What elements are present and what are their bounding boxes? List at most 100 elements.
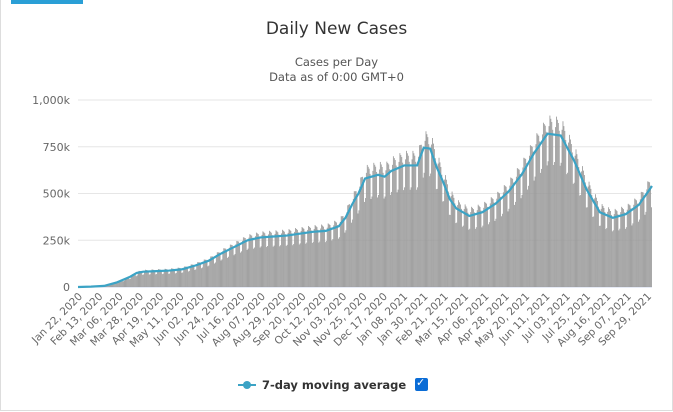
daily-bar	[554, 162, 555, 287]
daily-bar	[223, 248, 225, 287]
daily-bar	[622, 207, 624, 287]
daily-bar	[529, 145, 531, 287]
daily-bar	[376, 171, 378, 287]
daily-bar	[470, 212, 472, 287]
daily-bar	[117, 283, 118, 287]
daily-bar	[509, 185, 511, 287]
daily-bar	[463, 209, 465, 287]
daily-bar	[336, 222, 337, 287]
daily-bar	[430, 173, 432, 287]
daily-bar	[421, 148, 423, 287]
active-tab-indicator[interactable]	[11, 0, 83, 4]
daily-bar	[308, 225, 309, 287]
daily-bar	[141, 271, 143, 287]
daily-bar	[131, 275, 132, 287]
daily-bar	[348, 204, 350, 287]
daily-bar	[397, 189, 399, 287]
daily-bar	[231, 245, 233, 287]
daily-bar	[390, 194, 391, 287]
daily-bar	[429, 176, 431, 287]
daily-bar	[518, 169, 520, 287]
daily-bar	[220, 260, 222, 287]
daily-bar	[522, 167, 524, 287]
daily-bar	[329, 224, 331, 287]
daily-bar	[484, 201, 486, 287]
daily-bar	[417, 187, 419, 287]
daily-bar	[200, 263, 201, 287]
daily-bar	[144, 270, 145, 287]
daily-bar	[354, 191, 356, 287]
daily-bar	[139, 270, 141, 287]
daily-bar	[402, 162, 404, 287]
daily-bar	[527, 189, 528, 287]
daily-bar	[638, 221, 639, 287]
daily-bar	[650, 185, 651, 287]
daily-bar	[604, 212, 606, 287]
daily-bar	[646, 189, 648, 287]
daily-bar	[593, 216, 595, 287]
legend-item-moving-average[interactable]: 7-day moving average	[238, 376, 406, 394]
daily-bar	[431, 144, 432, 287]
daily-bar	[209, 258, 211, 287]
daily-bar	[377, 197, 378, 287]
daily-bar	[519, 173, 521, 287]
daily-bar	[395, 165, 397, 287]
daily-bar	[515, 201, 516, 287]
daily-bar	[176, 268, 178, 287]
daily-bar	[396, 192, 398, 287]
daily-bar	[625, 227, 627, 287]
daily-bar	[637, 203, 638, 287]
daily-bar	[269, 230, 270, 287]
daily-bar	[426, 134, 428, 287]
daily-bar	[464, 204, 466, 287]
daily-bar	[457, 205, 459, 287]
daily-bar	[588, 181, 590, 287]
daily-bar	[550, 118, 552, 288]
daily-bar	[119, 280, 121, 287]
daily-bar	[380, 164, 382, 287]
daily-bar	[174, 273, 176, 287]
daily-bar	[649, 182, 651, 287]
daily-bar	[184, 266, 186, 287]
daily-bar	[636, 200, 637, 287]
daily-bar	[168, 273, 170, 287]
daily-bar	[569, 134, 570, 287]
daily-bar	[385, 170, 387, 287]
daily-bar	[440, 166, 442, 287]
daily-bar	[596, 197, 597, 287]
daily-bar	[383, 198, 385, 287]
daily-bar	[555, 127, 556, 287]
daily-bar	[160, 269, 161, 287]
legend-checkbox[interactable]: ✓	[415, 376, 428, 391]
chart-title: Daily New Cases	[265, 19, 408, 39]
daily-bar	[156, 273, 158, 287]
daily-bar	[435, 189, 437, 287]
daily-bar	[187, 271, 189, 287]
daily-bar	[166, 269, 168, 287]
daily-bar	[379, 161, 381, 287]
daily-bar	[316, 227, 318, 287]
daily-bar	[202, 261, 204, 287]
daily-bar	[260, 246, 262, 287]
daily-bar	[148, 274, 150, 287]
daily-bar	[600, 208, 602, 287]
daily-bar	[381, 166, 383, 287]
daily-bar	[453, 197, 455, 287]
daily-bar	[344, 232, 346, 287]
daily-bar	[196, 264, 198, 287]
daily-bar	[259, 247, 261, 287]
daily-bar	[460, 204, 461, 287]
daily-bar	[183, 268, 185, 287]
daily-bar	[405, 159, 406, 287]
daily-bar	[601, 204, 603, 287]
daily-bar	[268, 234, 269, 287]
daily-bar	[581, 171, 583, 287]
daily-bar	[416, 189, 418, 287]
daily-bar	[230, 244, 232, 287]
daily-bar	[452, 194, 454, 287]
daily-bar	[210, 256, 212, 287]
y-tick-label: 0	[63, 281, 70, 294]
daily-bar	[290, 230, 292, 287]
daily-bar	[132, 273, 134, 287]
